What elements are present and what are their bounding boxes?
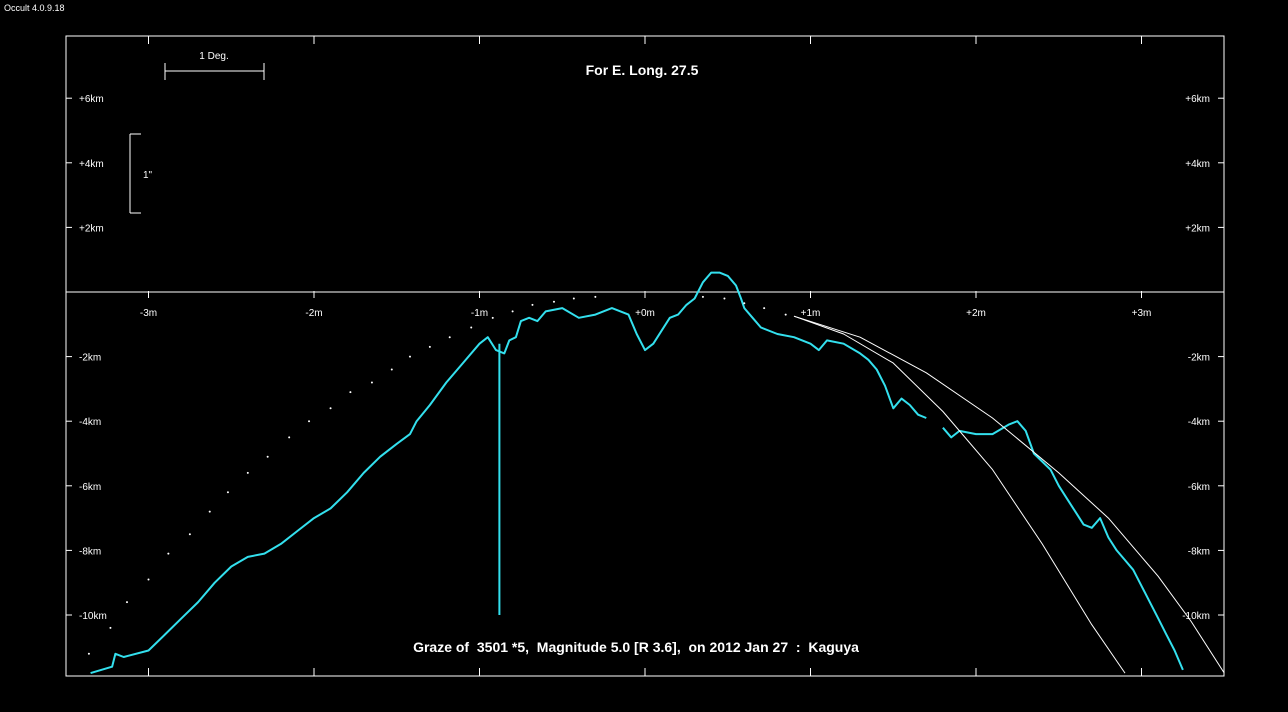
y-tick-label-right: +4km bbox=[1185, 159, 1210, 170]
x-tick-label: -1m bbox=[471, 308, 488, 319]
predicted-limb-dot bbox=[147, 578, 150, 581]
x-tick-label: +1m bbox=[801, 308, 821, 319]
predicted-limb-dot bbox=[226, 491, 229, 494]
y-tick-label-right: +6km bbox=[1185, 94, 1210, 105]
predicted-limb-dot bbox=[594, 295, 597, 298]
predicted-limb-dot bbox=[531, 303, 534, 306]
y-tick-label-left: -8km bbox=[79, 546, 101, 557]
y-tick-label-left: -6km bbox=[79, 482, 101, 493]
predicted-limb-dot bbox=[784, 313, 787, 316]
series-layer bbox=[87, 271, 1225, 675]
y-tick-label-left: +2km bbox=[79, 223, 104, 234]
limb-curve-line bbox=[793, 315, 1225, 674]
predicted-limb-dot bbox=[701, 295, 704, 298]
y-tick-label-left: -4km bbox=[79, 417, 101, 428]
predicted-limb-dot bbox=[511, 310, 514, 313]
predicted-limb-dot bbox=[470, 326, 473, 329]
y-tick-label-right: -2km bbox=[1188, 353, 1210, 364]
predicted-limb-dot bbox=[188, 533, 191, 536]
arcsec-scale-bar: 1" bbox=[129, 133, 153, 214]
predicted-limb-dot bbox=[167, 552, 170, 555]
chart-footer: Graze of 3501 *5, Magnitude 5.0 [R 3.6],… bbox=[413, 639, 859, 655]
predicted-limb-dot bbox=[743, 302, 746, 305]
predicted-limb-dot bbox=[763, 307, 766, 310]
predicted-limb-dot bbox=[125, 601, 128, 604]
y-tick-label-left: -10km bbox=[79, 611, 107, 622]
arcsec-scale-label: 1" bbox=[143, 170, 153, 181]
predicted-limb-dot bbox=[572, 297, 575, 300]
y-tick-label-left: +6km bbox=[79, 94, 104, 105]
predicted-limb-dot bbox=[349, 391, 352, 394]
x-tick-label: +0m bbox=[635, 308, 655, 319]
y-tick-label-right: -6km bbox=[1188, 482, 1210, 493]
x-tick-label: +3m bbox=[1132, 308, 1152, 319]
x-tick-label: -3m bbox=[140, 308, 157, 319]
limb-profile-line bbox=[942, 420, 1184, 671]
app-version-label: Occult 4.0.9.18 bbox=[4, 3, 65, 13]
degree-scale-label: 1 Deg. bbox=[199, 51, 228, 62]
predicted-limb-dot bbox=[408, 355, 411, 358]
y-tick-label-left: -2km bbox=[79, 353, 101, 364]
x-tick-label: +2m bbox=[966, 308, 986, 319]
y-tick-label-right: -4km bbox=[1188, 417, 1210, 428]
predicted-limb-dot bbox=[208, 510, 211, 513]
predicted-limb-dot bbox=[109, 626, 112, 629]
y-tick-label-left: +4km bbox=[79, 159, 104, 170]
predicted-limb-dot bbox=[288, 436, 291, 439]
y-tick-label-right: +2km bbox=[1185, 223, 1210, 234]
predicted-limb-dot bbox=[246, 471, 249, 474]
axes-layer: -3m -2m -1m +0m +1m +2m +3m +6km +6km +4km +4km +2k… bbox=[66, 36, 1224, 676]
plot-frame bbox=[65, 35, 1225, 677]
chart-title: For E. Long. 27.5 bbox=[586, 62, 699, 78]
limb-curve-line bbox=[793, 315, 1126, 674]
predicted-limb-dot bbox=[552, 300, 555, 303]
predicted-limb-dot bbox=[491, 316, 494, 319]
y-tick-label-right: -10km bbox=[1182, 611, 1210, 622]
limb-profile-line bbox=[90, 271, 927, 675]
predicted-limb-dot bbox=[428, 345, 431, 348]
x-tick-label: -2m bbox=[305, 308, 322, 319]
predicted-limb-dot bbox=[390, 368, 393, 371]
predicted-limb-dot bbox=[329, 407, 332, 410]
predicted-limb-dot bbox=[87, 652, 90, 655]
degree-scale-bar: 1 Deg. bbox=[164, 51, 265, 80]
predicted-limb-dot bbox=[266, 455, 269, 458]
predicted-limb-dot bbox=[448, 336, 451, 339]
predicted-limb-dot bbox=[723, 297, 726, 300]
y-tick-label-right: -8km bbox=[1188, 546, 1210, 557]
predicted-limb-dot bbox=[370, 381, 373, 384]
predicted-limb-dot bbox=[308, 420, 311, 423]
